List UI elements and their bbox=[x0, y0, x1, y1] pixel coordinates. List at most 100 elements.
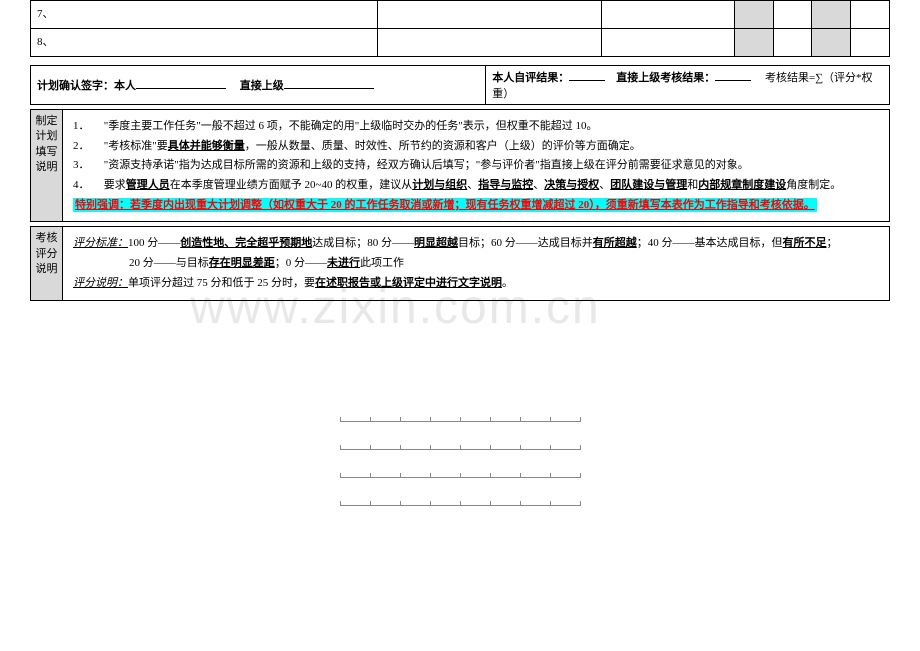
sig-blank-3[interactable] bbox=[569, 80, 605, 81]
sig-blank-4[interactable] bbox=[715, 80, 751, 81]
cell-8-5 bbox=[773, 29, 812, 57]
ruler-tick bbox=[580, 473, 581, 478]
score-row-2: 20 分——与目标存在明显差距；0 分——未进行此项工作 bbox=[73, 254, 879, 273]
score-label-2: 评分 bbox=[36, 248, 58, 260]
score-text-1e: 明显超越 bbox=[414, 237, 458, 249]
ruler-tick bbox=[430, 501, 431, 506]
plan-text-2a: "考核标准"要 bbox=[104, 140, 168, 152]
score-text-2a: 20 分——与目标 bbox=[129, 257, 209, 269]
ruler-section bbox=[30, 421, 890, 515]
score-text-1d: 达成目标；80 分—— bbox=[312, 237, 414, 249]
plan-row-4: 4． 要求管理人员在本季度管理业绩方面赋予 20~40 的权重，建议从计划与组织… bbox=[73, 176, 879, 195]
plan-row-5: 特别强调：若季度内出现重大计划调整（如权重大于 20 的工作任务取消或新增；现有… bbox=[73, 196, 879, 215]
table-row-8: 8、 bbox=[31, 29, 890, 57]
plan-text-2c: ，一般从数量、质量、时效性、所节约的资源和客户（上级）的评价等方面确定。 bbox=[245, 140, 641, 152]
cell-7-5 bbox=[773, 1, 812, 29]
plan-box-label: 制定 计划 填写 说明 bbox=[31, 110, 63, 222]
cell-7-3 bbox=[602, 1, 735, 29]
score-text-3d: 。 bbox=[502, 277, 513, 289]
score-text-1i: 有所不足 bbox=[783, 237, 827, 249]
score-text-1f: 目标；60 分——达成目标并 bbox=[458, 237, 593, 249]
ruler-stack bbox=[340, 421, 580, 515]
score-row-3: 评分说明：单项评分超过 75 分和低于 25 分时，要在述职报告或上级评定中进行… bbox=[73, 274, 879, 293]
plan-highlight: 特别强调：若季度内出现重大计划调整（如权重大于 20 的工作任务取消或新增；现有… bbox=[73, 198, 817, 212]
sig-superior-label: 直接上级考核结果： bbox=[616, 72, 715, 84]
ruler-tick bbox=[490, 473, 491, 478]
plan-row-3: 3． "资源支持承诺"指为达成目标所需的资源和上级的支持，经双方确认后填写；"参… bbox=[73, 156, 879, 175]
ruler-tick bbox=[430, 473, 431, 478]
ruler-tick bbox=[400, 417, 401, 422]
ruler-tick bbox=[520, 417, 521, 422]
cell-8-4 bbox=[734, 29, 773, 57]
ruler-tick bbox=[370, 501, 371, 506]
ruler-tick bbox=[400, 473, 401, 478]
ruler-tick bbox=[520, 445, 521, 450]
ruler-tick bbox=[370, 445, 371, 450]
plan-text-4c: 在本季度管理业绩方面赋予 20~40 的权重，建议从 bbox=[170, 179, 412, 191]
score-text-3a: 评分说明： bbox=[73, 277, 128, 289]
score-text-3b: 单项评分超过 75 分和低于 25 分时，要 bbox=[128, 277, 315, 289]
plan-label-3: 填写 bbox=[36, 146, 58, 158]
plan-text-4b: 管理人员 bbox=[126, 179, 170, 191]
cell-8-3 bbox=[602, 29, 735, 57]
score-text-1h: ；40 分——基本达成目标，但 bbox=[637, 237, 783, 249]
plan-row-1: 1． "季度主要工作任务"一般不超过 6 项，不能确定的用"上级临时交办的任务"… bbox=[73, 117, 879, 136]
page-container: 7、 8、 计划确认签字：本人 直接上级 本人 bbox=[0, 0, 920, 515]
plan-text-4d: 计划与组织 bbox=[412, 179, 467, 191]
score-row-1: 评分标准：100 分——创造性地、完全超乎预期地达成目标；80 分——明显超越目… bbox=[73, 234, 879, 253]
ruler-tick bbox=[550, 473, 551, 478]
ruler-tick bbox=[340, 501, 341, 506]
cell-8-1: 8、 bbox=[31, 29, 378, 57]
score-text-2e: 此项工作 bbox=[360, 257, 404, 269]
plan-instructions-box: 制定 计划 填写 说明 1． "季度主要工作任务"一般不超过 6 项，不能确定的… bbox=[30, 109, 890, 222]
ruler bbox=[340, 477, 580, 487]
ruler bbox=[340, 421, 580, 431]
plan-text-4k: 和 bbox=[687, 179, 698, 191]
signature-right: 本人自评结果： 直接上级考核结果： 考核结果=∑（评分*权重） bbox=[486, 66, 890, 105]
score-text-1g: 有所超越 bbox=[593, 237, 637, 249]
ruler-tick bbox=[580, 445, 581, 450]
ruler-tick bbox=[370, 417, 371, 422]
plan-text-2b: 具体并能够衡量 bbox=[168, 140, 245, 152]
plan-text-4h: 决策与授权 bbox=[544, 179, 599, 191]
sig-mid: 直接上级 bbox=[240, 80, 284, 92]
score-box-content: 评分标准：100 分——创造性地、完全超乎预期地达成目标；80 分——明显超越目… bbox=[63, 227, 890, 300]
sig-blank-1[interactable] bbox=[136, 88, 226, 89]
ruler-tick bbox=[370, 473, 371, 478]
plan-label-4: 说明 bbox=[36, 161, 58, 173]
table-row-7: 7、 bbox=[31, 1, 890, 29]
ruler-tick bbox=[340, 473, 341, 478]
plan-text-4l: 内部规章制度建设 bbox=[698, 179, 786, 191]
plan-label-2: 计划 bbox=[36, 130, 58, 142]
ruler-tick bbox=[520, 501, 521, 506]
plan-text-4i: 、 bbox=[599, 179, 610, 191]
task-table: 7、 8、 bbox=[30, 0, 890, 57]
ruler-tick bbox=[550, 445, 551, 450]
cell-7-1: 7、 bbox=[31, 1, 378, 29]
ruler-tick bbox=[490, 445, 491, 450]
ruler-tick bbox=[460, 501, 461, 506]
plan-text-1: "季度主要工作任务"一般不超过 6 项，不能确定的用"上级临时交办的任务"表示，… bbox=[104, 120, 598, 132]
score-text-3c: 在述职报告或上级评定中进行文字说明 bbox=[315, 277, 502, 289]
cell-7-4 bbox=[734, 1, 773, 29]
ruler bbox=[340, 449, 580, 459]
cell-8-6 bbox=[812, 29, 851, 57]
plan-num-4: 4． bbox=[73, 176, 101, 195]
sig-self-label: 本人自评结果： bbox=[492, 72, 569, 84]
ruler-tick bbox=[550, 501, 551, 506]
score-text-2c: ；0 分—— bbox=[275, 257, 327, 269]
ruler-tick bbox=[580, 501, 581, 506]
cell-7-2 bbox=[377, 1, 601, 29]
ruler bbox=[340, 505, 580, 515]
ruler-tick bbox=[340, 417, 341, 422]
plan-text-4a: 要求 bbox=[104, 179, 126, 191]
plan-label-1: 制定 bbox=[36, 115, 58, 127]
score-box-label: 考核 评分 说明 bbox=[31, 227, 63, 300]
plan-text-4e: 、 bbox=[467, 179, 478, 191]
sig-blank-2[interactable] bbox=[284, 88, 374, 89]
ruler-tick bbox=[430, 417, 431, 422]
ruler-tick bbox=[490, 417, 491, 422]
score-text-1c: 创造性地、完全超乎预期地 bbox=[180, 237, 312, 249]
ruler-tick bbox=[340, 445, 341, 450]
score-instructions-box: 考核 评分 说明 评分标准：100 分——创造性地、完全超乎预期地达成目标；80… bbox=[30, 226, 890, 300]
